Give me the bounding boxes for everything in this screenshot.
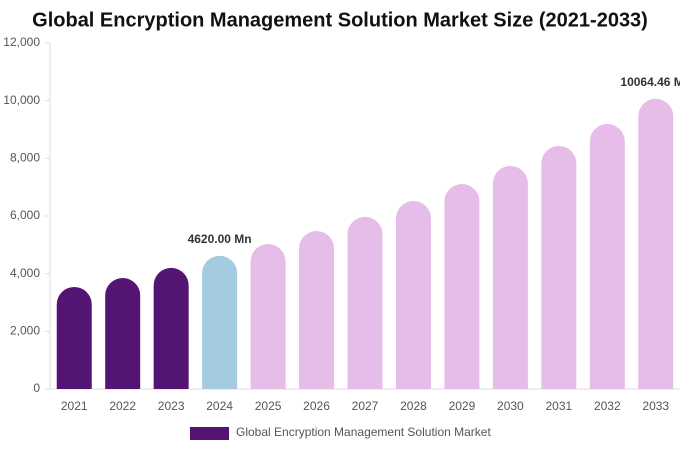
y-tick-label: 8,000: [10, 151, 40, 165]
x-tick-label: 2021: [61, 399, 88, 413]
bar: [202, 255, 238, 389]
x-tick-label: 2026: [303, 399, 330, 413]
x-tick-label: 2033: [642, 399, 669, 413]
bar: [299, 230, 335, 389]
bar: [638, 98, 674, 389]
x-tick-label: 2023: [158, 399, 185, 413]
x-tick-label: 2024: [206, 399, 233, 413]
chart-title: Global Encryption Management Solution Ma…: [32, 9, 648, 31]
data-label: 10064.46 Mn: [620, 75, 680, 89]
bar: [444, 183, 480, 389]
bar: [153, 267, 189, 389]
x-tick-label: 2025: [255, 399, 282, 413]
y-tick-label: 12,000: [3, 35, 40, 49]
legend-swatch: [190, 427, 229, 440]
y-tick-label: 10,000: [3, 93, 40, 107]
bar: [105, 277, 141, 389]
y-tick-label: 0: [33, 381, 40, 395]
bar: [250, 243, 286, 389]
x-tick-label: 2022: [109, 399, 136, 413]
bar: [56, 286, 92, 389]
x-tick-label: 2028: [400, 399, 427, 413]
bar: [492, 165, 528, 389]
x-tick-label: 2032: [594, 399, 621, 413]
y-tick-label: 4,000: [10, 266, 40, 280]
y-tick-label: 6,000: [10, 208, 40, 222]
bar: [541, 145, 577, 389]
bar: [589, 124, 625, 389]
x-tick-label: 2030: [497, 399, 524, 413]
bar: [347, 216, 383, 389]
legend-label: Global Encryption Management Solution Ma…: [236, 425, 491, 439]
data-label: 4620.00 Mn: [188, 232, 252, 246]
x-tick-label: 2029: [449, 399, 476, 413]
x-tick-label: 2031: [545, 399, 572, 413]
bar: [395, 201, 431, 389]
y-tick-label: 2,000: [10, 324, 40, 338]
x-tick-label: 2027: [352, 399, 379, 413]
